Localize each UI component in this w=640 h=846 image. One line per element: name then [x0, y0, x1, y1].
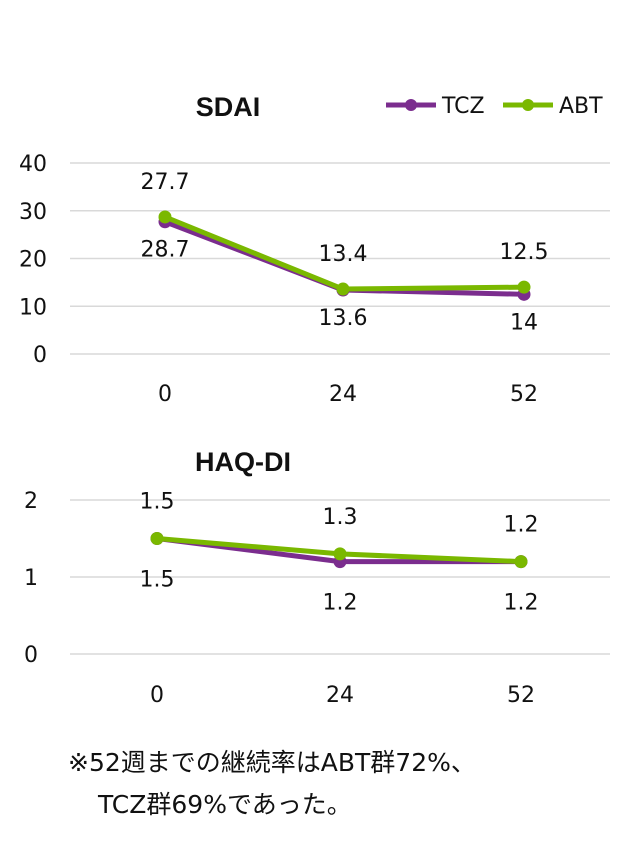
- footnote-line-1: ※52週までの継続率はABT群72%、: [68, 748, 476, 777]
- legend: TCZ ABT: [386, 94, 603, 119]
- data-label-tcz: 1.5: [140, 568, 175, 593]
- y-tick-label: 2: [24, 489, 38, 514]
- footnote-line-2: TCZ群69%であった。: [98, 790, 352, 819]
- sdai-title: SDAI: [196, 92, 261, 122]
- x-tick-label: 0: [158, 382, 172, 407]
- data-label-abt: 12.5: [500, 240, 549, 265]
- haq-di-chart: 0 1 2 0 24 52 1.5 1.2 1.2 1.5 1.3 1.2: [24, 489, 610, 708]
- data-point-abt: [158, 210, 172, 224]
- data-point-abt: [336, 282, 350, 296]
- data-label-abt: 1.5: [140, 490, 175, 515]
- y-tick-label: 0: [33, 343, 47, 368]
- y-tick-label: 1: [24, 566, 38, 591]
- y-tick-label: 10: [19, 295, 47, 320]
- data-label-tcz: 1.2: [504, 591, 539, 616]
- y-tick-label: 0: [24, 643, 38, 668]
- data-point-abt: [150, 532, 164, 545]
- sdai-chart: 0 10 20 30 40 0 24 52 28.7 13.6 14 27.7 13.4 12.5: [19, 152, 610, 407]
- footnote: ※52週までの継続率はABT群72%、 TCZ群69%であった。: [68, 742, 628, 826]
- data-label-abt: 1.3: [323, 505, 358, 530]
- data-label-tcz: 28.7: [141, 238, 190, 263]
- data-label-tcz: 13.6: [319, 306, 368, 331]
- data-point-abt: [514, 555, 528, 569]
- y-tick-label: 20: [19, 248, 47, 273]
- data-label-abt: 27.7: [141, 170, 190, 195]
- x-tick-label: 52: [507, 683, 535, 708]
- data-label-tcz: 1.2: [323, 591, 358, 616]
- data-label-abt: 1.2: [504, 513, 539, 538]
- y-tick-label: 40: [19, 152, 47, 177]
- legend-abt-label: ABT: [559, 94, 603, 119]
- data-point-abt: [333, 547, 347, 561]
- haq-di-title: HAQ-DI: [195, 447, 291, 477]
- data-point-abt: [517, 280, 531, 294]
- data-label-abt: 13.4: [319, 242, 368, 267]
- x-tick-label: 52: [510, 382, 538, 407]
- x-tick-label: 0: [150, 683, 164, 708]
- x-tick-label: 24: [329, 382, 357, 407]
- data-label-tcz: 14: [510, 310, 538, 335]
- y-tick-label: 30: [19, 200, 47, 225]
- legend-tcz-marker: [405, 99, 417, 111]
- legend-abt-marker: [522, 99, 534, 111]
- x-tick-label: 24: [326, 683, 354, 708]
- legend-tcz-label: TCZ: [441, 94, 485, 119]
